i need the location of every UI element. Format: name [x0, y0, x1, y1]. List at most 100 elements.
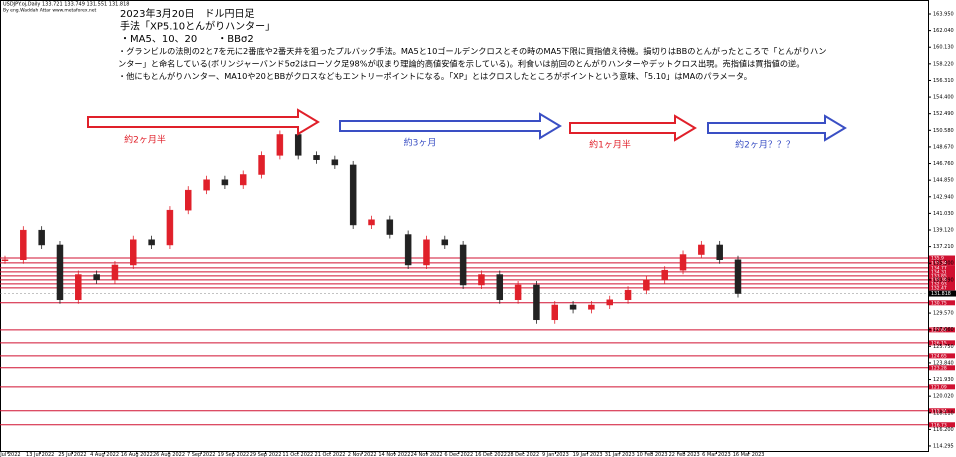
- candle: [423, 239, 430, 266]
- candle: [20, 229, 27, 261]
- candle: [478, 274, 485, 286]
- level-label: 135.9: [931, 256, 944, 262]
- y-tick-label: 144.850: [933, 178, 954, 184]
- note-line: 手法「XP5.10とんがりハンター」: [120, 20, 275, 33]
- note-line: 2023年3月20日 ドル円日足: [120, 7, 255, 20]
- x-tick-label: 13 Jul 2022: [26, 452, 54, 457]
- candle: [698, 244, 705, 255]
- y-tick-label: 162.040: [933, 28, 954, 34]
- y-tick-label: 141.030: [933, 211, 954, 217]
- level-label: 118.34: [931, 408, 947, 414]
- y-tick-label: 120.020: [933, 394, 954, 400]
- level-label: 124.65: [931, 353, 947, 359]
- candle: [386, 219, 394, 235]
- candle: [551, 304, 558, 321]
- note-line: ンター」と命名している(ボリンジャーバンド5σ2はローソク足98%が収まり理論的…: [118, 59, 804, 69]
- level-label-box: [929, 408, 955, 414]
- level-label-box: [929, 269, 955, 275]
- candle: [624, 289, 632, 301]
- candle: [441, 239, 449, 246]
- candle: [459, 244, 467, 286]
- x-tick-label: 22 Feb 2023: [669, 452, 700, 457]
- y-tick-label: 156.310: [933, 78, 954, 84]
- candle: [276, 134, 284, 156]
- candle: [130, 239, 137, 266]
- y-tick-label: 148.670: [933, 144, 954, 150]
- x-tick-label: 19 Sep 2022: [218, 452, 250, 457]
- candle: [533, 284, 540, 321]
- level-label: 130.75: [931, 300, 947, 306]
- y-tick-label: 163.950: [933, 12, 954, 18]
- level-label-box: [929, 265, 955, 271]
- y-tick-label: 116.200: [933, 427, 954, 433]
- x-tick-label: 1 Jul 2022: [0, 452, 21, 457]
- x-tick-label: 4 Aug 2022: [90, 452, 119, 457]
- level-label-box: [929, 285, 955, 291]
- candle: [588, 304, 595, 310]
- candle: [93, 274, 100, 281]
- candle: [239, 174, 247, 186]
- period-label: 約1ヶ月半: [589, 139, 631, 151]
- candle: [166, 209, 174, 246]
- y-tick-label: 127.660: [933, 327, 954, 333]
- y-tick-label: 152.490: [933, 111, 954, 117]
- y-tick-label: 135.300: [933, 261, 954, 267]
- x-tick-label: 7 Sep 2022: [187, 452, 216, 457]
- x-tick-label: 16 Aug 2022: [121, 452, 153, 457]
- level-label-box: [929, 300, 955, 306]
- level-label: 134.31: [931, 269, 947, 275]
- level-label-box: [929, 255, 955, 261]
- x-tick-label: 26 Aug 2022: [153, 452, 185, 457]
- level-label-box: [929, 281, 955, 287]
- period-arrow: [569, 114, 697, 142]
- y-tick-label: 139.120: [933, 228, 954, 234]
- candle: [221, 179, 229, 186]
- candle: [258, 155, 265, 175]
- candle: [661, 269, 668, 281]
- x-tick-label: 24 Nov 2022: [411, 452, 443, 457]
- x-tick-label: 9 Jan 2023: [542, 452, 569, 457]
- y-tick-label: 158.220: [933, 61, 954, 67]
- level-label-box: [929, 384, 955, 390]
- x-tick-label: 14 Nov 2022: [378, 452, 410, 457]
- candle: [404, 234, 412, 266]
- candle: [569, 304, 577, 310]
- note-line: ・他にもとんがりハンター、MA10や20とBBがクロスなどもエントリーポイントに…: [118, 71, 752, 81]
- level-label: 116.73: [931, 422, 947, 428]
- level-label-box: [929, 260, 955, 266]
- level-label-box: [929, 422, 955, 428]
- candle: [313, 155, 320, 160]
- y-tick-label: 154.400: [933, 95, 954, 101]
- candle: [111, 264, 119, 281]
- candle: [75, 274, 82, 301]
- period-label: 約3ヶ月: [404, 137, 437, 149]
- candle: [56, 244, 64, 301]
- x-tick-label: 16 Dec 2022: [475, 452, 507, 457]
- x-tick-label: 29 Sep 2022: [250, 452, 282, 457]
- period-label: 約2ヶ月？？？: [735, 139, 795, 151]
- note-line: ・グランビルの法則の2と7を元に2番底や2番天井を狙ったプルバック手法。MA5と…: [118, 46, 826, 56]
- y-tick-label: 125.750: [933, 344, 954, 350]
- level-label-box: [929, 340, 955, 346]
- level-label-box: [929, 353, 955, 359]
- level-label: 133.39: [931, 277, 947, 283]
- x-tick-label: 21 Oct 2022: [315, 452, 346, 457]
- x-tick-label: 25 Jul 2022: [58, 452, 86, 457]
- y-tick-label: 146.760: [933, 161, 954, 167]
- x-tick-label: 31 Jan 2023: [605, 452, 635, 457]
- y-tick-label: 114.295: [933, 443, 954, 449]
- level-label-box: [929, 273, 955, 279]
- candle: [643, 279, 650, 291]
- y-tick-label: 133.390: [933, 277, 954, 283]
- period-arrow: [339, 112, 562, 140]
- level-label-box: [929, 327, 955, 333]
- y-tick-label: 121.930: [933, 377, 954, 383]
- level-label: 135.34: [931, 260, 947, 266]
- level-label: 126.15: [931, 340, 947, 346]
- candle: [148, 239, 155, 246]
- candle: [349, 164, 357, 226]
- candle: [331, 159, 339, 166]
- y-tick-label: 142.940: [933, 194, 954, 200]
- level-label: 134.77: [931, 265, 947, 271]
